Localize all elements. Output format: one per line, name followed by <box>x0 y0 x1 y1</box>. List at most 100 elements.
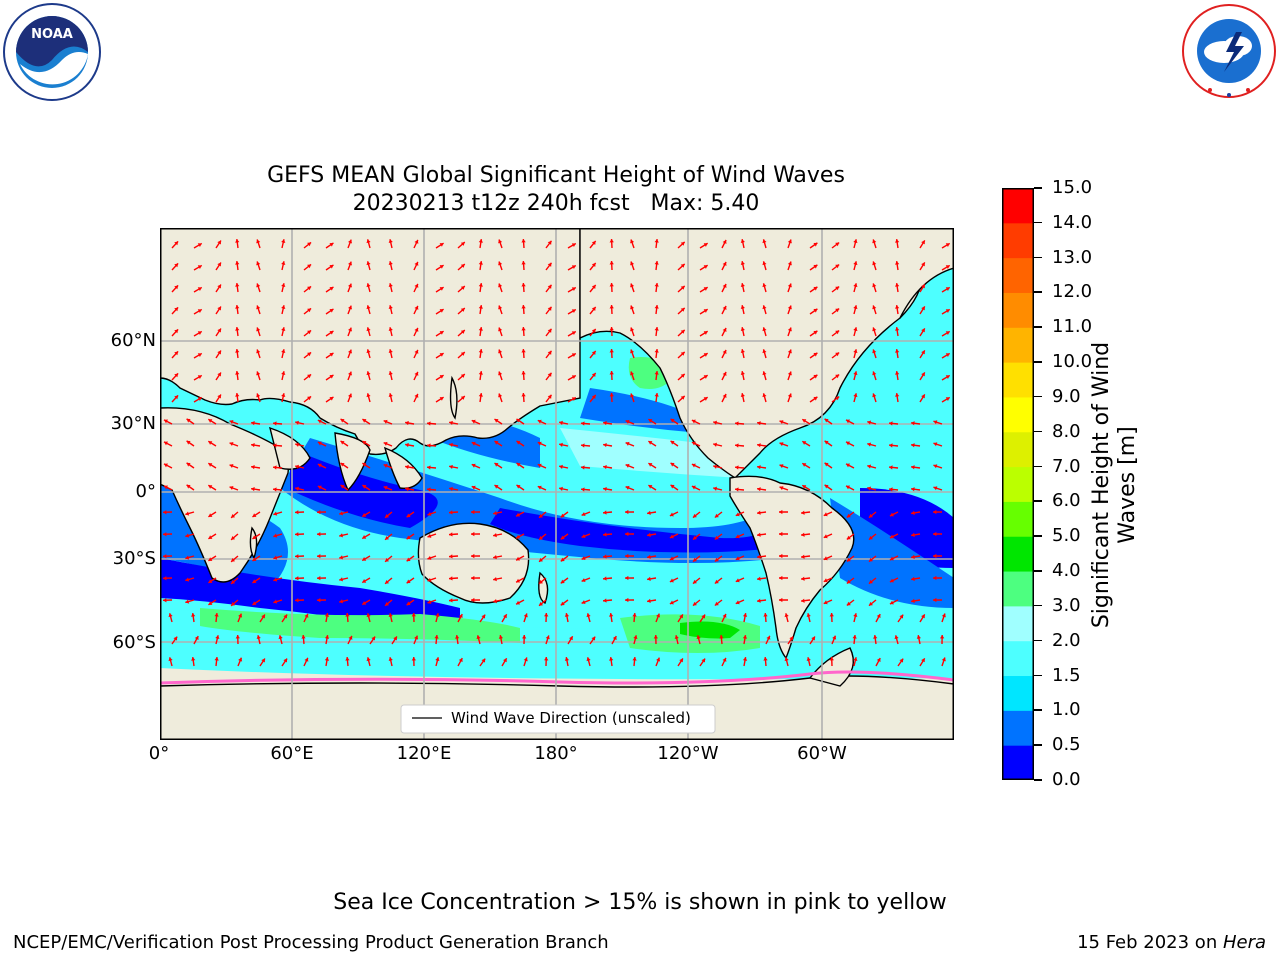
wave-direction-arrow <box>316 531 327 537</box>
wave-direction-arrow <box>872 305 877 315</box>
wave-direction-arrow <box>366 327 371 337</box>
wave-direction-arrow <box>919 657 926 667</box>
wave-direction-arrow <box>735 599 745 605</box>
wave-direction-arrow <box>471 419 481 425</box>
wave-direction-arrow <box>910 465 921 470</box>
wave-direction-arrow <box>449 442 459 448</box>
wave-direction-arrow <box>831 373 840 381</box>
wave-direction-arrow <box>630 393 635 403</box>
wave-direction-arrow <box>281 658 288 667</box>
wave-direction-arrow <box>405 420 415 426</box>
svg-text:NOAA: NOAA <box>31 27 73 42</box>
wave-direction-arrow <box>193 635 199 645</box>
wave-direction-arrow <box>295 486 305 491</box>
wave-direction-arrow <box>630 239 635 249</box>
wave-direction-arrow <box>809 308 818 315</box>
wave-direction-arrow <box>762 239 767 249</box>
wave-direction-arrow <box>435 308 444 315</box>
wave-direction-arrow <box>406 511 415 518</box>
wave-direction-arrow <box>567 374 577 381</box>
wave-direction-arrow <box>163 485 173 491</box>
wave-direction-arrow <box>670 484 679 491</box>
wave-direction-arrow <box>193 308 203 315</box>
wave-direction-arrow <box>186 418 195 425</box>
wave-direction-arrow <box>325 330 334 337</box>
wave-direction-arrow <box>589 394 597 403</box>
wave-direction-arrow <box>714 599 723 607</box>
wave-direction-arrow <box>831 307 840 315</box>
wave-direction-arrow <box>325 286 334 293</box>
wave-direction-arrow <box>779 420 789 425</box>
wave-direction-arrow <box>493 532 503 538</box>
wave-direction-arrow <box>888 421 899 426</box>
wave-direction-arrow <box>713 486 723 491</box>
wave-direction-arrow <box>162 598 173 603</box>
wave-direction-arrow <box>537 419 547 425</box>
wave-direction-arrow <box>809 242 818 249</box>
wave-direction-arrow <box>831 351 840 359</box>
wave-direction-arrow <box>853 393 858 403</box>
wave-direction-arrow <box>208 555 217 562</box>
wave-direction-arrow <box>691 485 701 491</box>
wave-direction-arrow <box>919 305 926 315</box>
wave-direction-arrow <box>544 612 549 623</box>
wave-direction-arrow <box>669 533 679 539</box>
lon-label-180: 180° <box>534 743 578 764</box>
wave-direction-arrow <box>427 533 437 538</box>
wave-direction-arrow <box>347 371 353 381</box>
wave-direction-arrow <box>654 370 659 381</box>
wave-direction-arrow <box>916 635 921 645</box>
wave-direction-arrow <box>872 349 877 359</box>
wave-direction-arrow <box>692 599 701 607</box>
wave-direction-arrow <box>609 326 614 337</box>
wave-direction-arrow <box>762 305 767 315</box>
wave-direction-arrow <box>273 511 283 516</box>
wave-direction-arrow <box>609 348 614 359</box>
wave-direction-arrow <box>449 420 459 426</box>
wave-direction-arrow <box>498 349 503 359</box>
wave-direction-arrow <box>756 465 767 470</box>
wave-direction-arrow <box>405 464 415 470</box>
wave-direction-arrow <box>713 464 723 469</box>
wave-direction-arrow <box>889 599 899 605</box>
wave-direction-arrow <box>845 485 855 491</box>
wave-direction-arrow <box>448 510 459 515</box>
wave-direction-arrow <box>875 657 881 667</box>
wave-direction-arrow <box>653 634 658 645</box>
wave-direction-arrow <box>647 576 657 581</box>
wave-direction-arrow <box>829 656 834 667</box>
wave-direction-arrow <box>235 260 240 271</box>
wave-direction-arrow <box>674 635 679 645</box>
wave-direction-arrow <box>207 440 217 447</box>
wave-direction-arrow <box>846 599 855 607</box>
wave-direction-arrow <box>784 657 789 667</box>
wave-direction-arrow <box>625 441 635 447</box>
wave-direction-arrow <box>872 393 877 403</box>
wave-direction-arrow <box>163 419 173 425</box>
colorbar-tick-mark <box>1034 326 1042 328</box>
wave-direction-arrow <box>911 598 921 604</box>
colorbar-tick-label: 0.0 <box>1052 769 1081 790</box>
wave-direction-arrow <box>281 371 286 381</box>
wave-direction-arrow <box>303 657 309 667</box>
wave-direction-arrow <box>413 239 419 249</box>
chart-title: GEFS MEAN Global Significant Height of W… <box>156 162 956 218</box>
footer-date-text: 15 Feb 2023 on <box>1077 932 1223 953</box>
wave-direction-arrow <box>809 286 818 293</box>
wave-direction-arrow <box>824 484 833 491</box>
colorbar-segment <box>1002 431 1034 468</box>
wave-direction-arrow <box>714 577 723 585</box>
wave-direction-arrow <box>721 327 727 337</box>
wave-direction-arrow <box>478 348 483 359</box>
colorbar-segment <box>1002 605 1034 642</box>
wave-direction-arrow <box>457 373 466 381</box>
wave-direction-arrow <box>787 327 792 337</box>
wave-direction-arrow <box>545 328 553 337</box>
wave-direction-arrow <box>498 305 503 315</box>
wave-direction-arrow <box>632 656 637 667</box>
wave-direction-arrow <box>325 374 334 381</box>
wave-direction-arrow <box>648 484 657 491</box>
colorbar-tick-label: 11.0 <box>1052 316 1093 338</box>
wave-direction-arrow <box>895 370 900 381</box>
wave-direction-arrow <box>171 240 179 249</box>
